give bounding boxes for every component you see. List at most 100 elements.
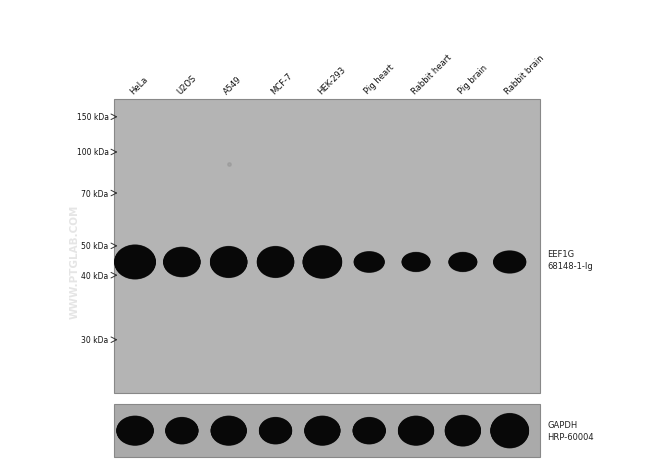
Ellipse shape	[495, 254, 525, 271]
Ellipse shape	[305, 252, 340, 273]
Ellipse shape	[356, 255, 383, 269]
Ellipse shape	[212, 252, 246, 273]
Ellipse shape	[212, 252, 245, 273]
Ellipse shape	[307, 422, 338, 440]
Ellipse shape	[261, 421, 291, 440]
Ellipse shape	[115, 246, 155, 279]
Ellipse shape	[167, 422, 196, 439]
Ellipse shape	[495, 254, 525, 271]
Ellipse shape	[403, 255, 429, 270]
Ellipse shape	[165, 252, 198, 273]
Ellipse shape	[491, 416, 528, 446]
Ellipse shape	[304, 248, 341, 278]
Ellipse shape	[493, 420, 526, 441]
Ellipse shape	[115, 246, 155, 278]
Ellipse shape	[306, 420, 339, 442]
Ellipse shape	[304, 249, 341, 275]
Ellipse shape	[495, 255, 525, 269]
Ellipse shape	[446, 418, 480, 444]
Text: HeLa: HeLa	[129, 75, 150, 96]
Text: MCF-7: MCF-7	[269, 71, 294, 96]
Ellipse shape	[166, 419, 198, 442]
Ellipse shape	[354, 421, 384, 441]
Ellipse shape	[259, 252, 292, 272]
Text: Pig heart: Pig heart	[363, 63, 396, 96]
Ellipse shape	[259, 418, 291, 444]
Text: 30 kDa: 30 kDa	[81, 336, 109, 345]
Ellipse shape	[306, 419, 339, 442]
Ellipse shape	[119, 423, 151, 439]
Ellipse shape	[447, 421, 478, 440]
Ellipse shape	[491, 416, 528, 446]
Ellipse shape	[167, 420, 197, 441]
Ellipse shape	[117, 252, 153, 273]
Ellipse shape	[354, 421, 384, 440]
Ellipse shape	[447, 419, 480, 443]
Ellipse shape	[355, 424, 384, 438]
Ellipse shape	[305, 416, 340, 445]
Ellipse shape	[445, 416, 480, 446]
Ellipse shape	[306, 253, 339, 272]
Ellipse shape	[398, 417, 434, 445]
Ellipse shape	[211, 249, 246, 276]
Ellipse shape	[491, 415, 528, 447]
Ellipse shape	[166, 418, 198, 443]
Ellipse shape	[118, 421, 152, 441]
Ellipse shape	[116, 249, 154, 276]
Ellipse shape	[449, 254, 476, 271]
Ellipse shape	[117, 417, 153, 444]
Ellipse shape	[399, 419, 433, 443]
Ellipse shape	[257, 247, 294, 278]
Ellipse shape	[399, 417, 433, 444]
Ellipse shape	[213, 421, 244, 440]
Ellipse shape	[167, 422, 196, 440]
Ellipse shape	[213, 421, 245, 441]
Ellipse shape	[400, 423, 432, 439]
Ellipse shape	[304, 248, 341, 277]
Ellipse shape	[403, 256, 429, 269]
Ellipse shape	[403, 254, 430, 270]
Ellipse shape	[211, 247, 247, 278]
Ellipse shape	[447, 420, 479, 442]
Ellipse shape	[400, 422, 432, 440]
Ellipse shape	[306, 421, 339, 441]
Ellipse shape	[212, 419, 245, 442]
Ellipse shape	[116, 251, 153, 274]
Ellipse shape	[304, 249, 341, 276]
Ellipse shape	[495, 256, 524, 269]
Ellipse shape	[447, 419, 479, 442]
Ellipse shape	[400, 422, 432, 439]
Ellipse shape	[164, 248, 200, 277]
Ellipse shape	[449, 253, 476, 272]
Ellipse shape	[260, 419, 291, 443]
Ellipse shape	[258, 249, 293, 276]
Ellipse shape	[449, 254, 476, 271]
Ellipse shape	[305, 252, 340, 273]
Ellipse shape	[494, 252, 525, 272]
Ellipse shape	[354, 252, 384, 273]
Ellipse shape	[211, 417, 246, 444]
Ellipse shape	[115, 247, 155, 278]
Ellipse shape	[355, 424, 384, 437]
Text: Rabbit heart: Rabbit heart	[410, 53, 453, 96]
Ellipse shape	[261, 423, 290, 438]
Ellipse shape	[167, 421, 197, 440]
Ellipse shape	[261, 422, 290, 439]
Ellipse shape	[354, 420, 384, 441]
Ellipse shape	[402, 254, 430, 271]
Ellipse shape	[165, 252, 199, 273]
Ellipse shape	[211, 250, 246, 275]
Ellipse shape	[447, 419, 479, 443]
Ellipse shape	[450, 256, 476, 268]
Ellipse shape	[211, 417, 246, 445]
Ellipse shape	[164, 249, 200, 276]
Ellipse shape	[257, 248, 293, 277]
Ellipse shape	[116, 248, 155, 277]
Ellipse shape	[492, 417, 527, 444]
Ellipse shape	[354, 253, 384, 272]
Ellipse shape	[450, 255, 476, 270]
Ellipse shape	[118, 421, 151, 440]
Ellipse shape	[258, 249, 293, 275]
Ellipse shape	[304, 248, 341, 277]
Ellipse shape	[398, 416, 434, 445]
